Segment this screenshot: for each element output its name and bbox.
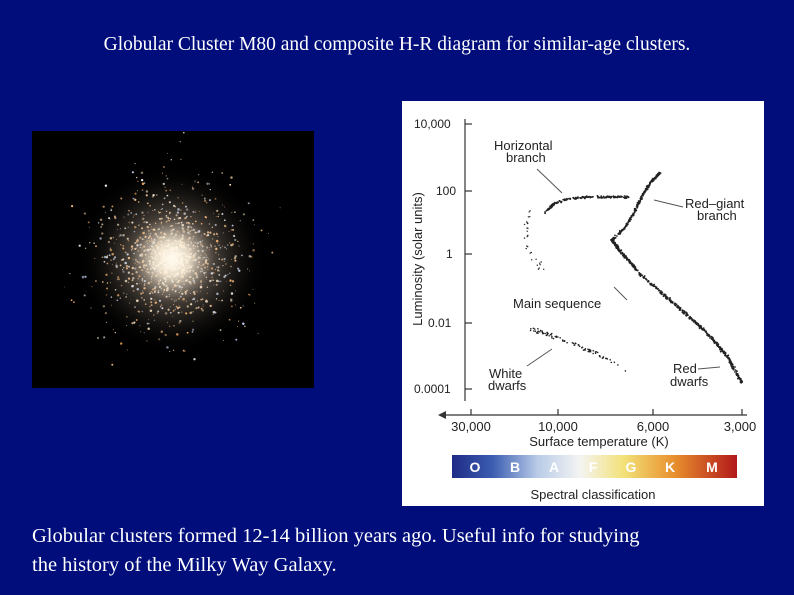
spectral-color-bar xyxy=(452,455,737,478)
y-tick: 0.01 xyxy=(428,316,452,330)
white-dwarfs-label: dwarfs xyxy=(488,378,527,393)
spectral-class: B xyxy=(510,459,520,475)
slide-caption: Globular clusters formed 12-14 billion y… xyxy=(32,522,772,580)
spectral-class: O xyxy=(470,459,481,475)
x-tick: 10,000 xyxy=(538,419,578,434)
x-axis-label: Surface temperature (K) xyxy=(529,434,668,449)
y-tick: 10,000 xyxy=(414,117,451,131)
globular-cluster-photo xyxy=(32,131,314,388)
x-tick: 6,000 xyxy=(637,419,670,434)
x-tick: 30,000 xyxy=(451,419,491,434)
red-giant-branch-label: branch xyxy=(697,208,737,223)
red-dwarfs-label: dwarfs xyxy=(670,374,709,389)
spectral-label: Spectral classification xyxy=(531,487,656,502)
y-tick: 1 xyxy=(446,247,453,261)
horizontal-branch-label: branch xyxy=(506,150,546,165)
spectral-class: A xyxy=(549,459,559,475)
main-sequence-label: Main sequence xyxy=(513,296,601,311)
horizontal-branch-label: Horizontal xyxy=(494,138,553,153)
spectral-class: F xyxy=(589,459,598,475)
slide-title: Globular Cluster M80 and composite H-R d… xyxy=(103,34,691,55)
spectral-class: G xyxy=(626,459,637,475)
caption-line: Globular clusters formed 12-14 billion y… xyxy=(32,525,640,547)
white-dwarfs-label: White xyxy=(489,366,522,381)
red-dwarfs-label: Red xyxy=(673,361,697,376)
y-axis-label: Luminosity (solar units) xyxy=(410,192,425,326)
hr-diagram: 10,000 100 1 0.01 0.0001 Luminosity (sol… xyxy=(402,101,764,506)
red-giant-branch-label: Red–giant xyxy=(685,196,745,211)
y-tick: 100 xyxy=(436,184,456,198)
spectral-class: M xyxy=(706,459,718,475)
y-tick: 0.0001 xyxy=(414,382,451,396)
x-tick: 3,000 xyxy=(724,419,757,434)
spectral-class: K xyxy=(665,459,675,475)
caption-line: the history of the Milky Way Galaxy. xyxy=(32,554,337,576)
